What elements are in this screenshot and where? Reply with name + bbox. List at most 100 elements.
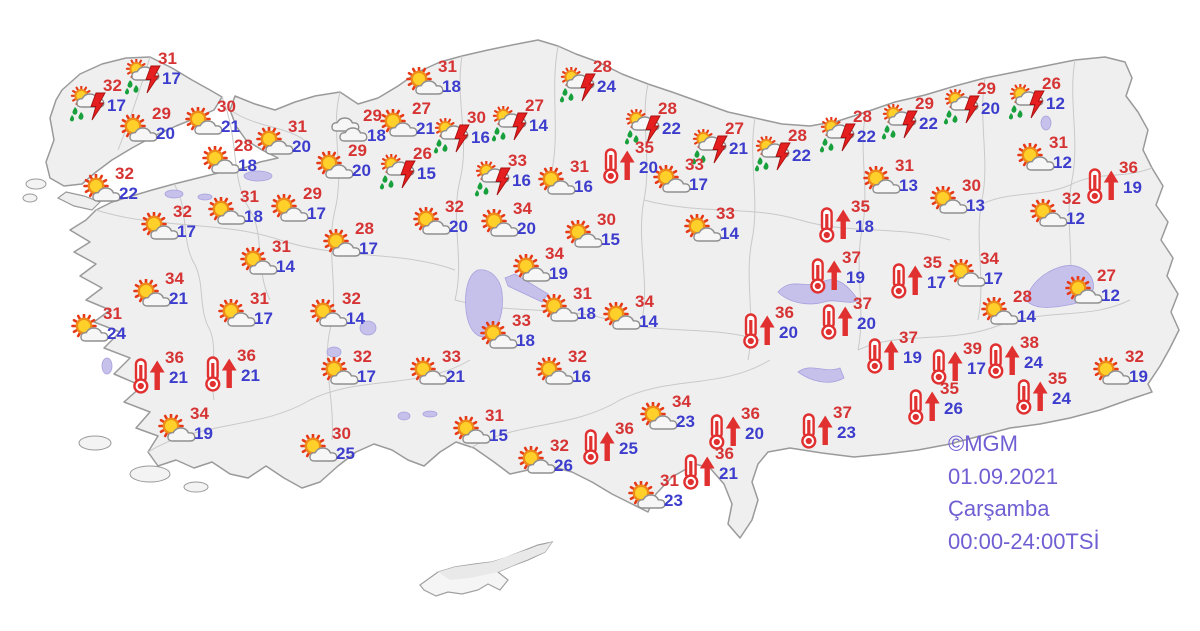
- low-temp: 23: [837, 423, 856, 442]
- weather-station: 39 17: [929, 340, 1009, 393]
- high-temp: 32: [550, 436, 569, 455]
- weather-station: 28 24: [559, 58, 639, 111]
- low-temp: 12: [1066, 209, 1085, 228]
- low-temp: 16: [572, 367, 591, 386]
- low-temp: 17: [177, 222, 196, 241]
- weather-station: 32 22: [81, 165, 161, 218]
- weather-station: 31 18: [206, 188, 286, 241]
- low-temp: 21: [241, 366, 260, 385]
- weather-station: 32 17: [69, 77, 149, 130]
- low-temp: 14: [720, 224, 739, 243]
- low-temp: 22: [919, 114, 938, 133]
- low-temp: 15: [601, 230, 620, 249]
- weather-station: 32 16: [534, 348, 614, 401]
- weather-station: 32 17: [139, 203, 219, 256]
- high-temp: 34: [980, 249, 999, 268]
- high-temp: 29: [152, 104, 171, 123]
- watermark-date: 01.09.2021: [948, 463, 1059, 489]
- high-temp: 38: [1020, 333, 1039, 352]
- low-temp: 20: [745, 424, 764, 443]
- low-temp: 18: [442, 77, 461, 96]
- high-temp: 30: [962, 176, 981, 195]
- high-temp: 33: [508, 151, 527, 170]
- weather-station: 35 20: [601, 139, 681, 192]
- low-temp: 18: [855, 217, 874, 236]
- weather-station: 28 18: [200, 137, 280, 190]
- watermark-day: Çarşamba: [948, 496, 1050, 521]
- low-temp: 15: [489, 426, 508, 445]
- high-temp: 28: [658, 99, 677, 118]
- low-temp: 22: [662, 119, 681, 138]
- low-temp: 17: [967, 359, 986, 378]
- weather-station: 34 20: [479, 200, 559, 253]
- high-temp: 31: [1049, 133, 1068, 152]
- weather-station: 37 23: [799, 404, 879, 457]
- low-temp: 23: [664, 491, 683, 510]
- low-temp: 17: [689, 175, 708, 194]
- weather-station: 31 18: [539, 285, 619, 338]
- high-temp: 33: [512, 311, 531, 330]
- low-temp: 18: [244, 207, 263, 226]
- low-temp: 26: [554, 456, 573, 475]
- weather-station: 32 26: [516, 437, 596, 490]
- high-temp: 29: [977, 79, 996, 98]
- weather-station: 28 17: [321, 220, 401, 273]
- high-temp: 35: [1048, 369, 1067, 388]
- high-temp: 35: [923, 253, 942, 272]
- high-temp: 30: [332, 424, 351, 443]
- low-temp: 21: [416, 119, 435, 138]
- low-temp: 12: [1046, 94, 1065, 113]
- high-temp: 37: [833, 403, 852, 422]
- high-temp: 26: [1042, 74, 1061, 93]
- high-temp: 34: [513, 199, 532, 218]
- weather-station: 30 15: [563, 211, 643, 264]
- high-temp: 32: [568, 347, 587, 366]
- low-temp: 19: [846, 268, 865, 287]
- weather-station: 35 18: [817, 198, 897, 251]
- high-temp: 39: [963, 339, 982, 358]
- weather-station: 32 20: [411, 198, 491, 251]
- low-temp: 17: [357, 367, 376, 386]
- weather-station: 34 23: [638, 393, 718, 446]
- low-temp: 17: [162, 69, 181, 88]
- high-temp: 37: [899, 328, 918, 347]
- high-temp: 32: [445, 197, 464, 216]
- weather-station: 36 20: [741, 304, 821, 357]
- high-temp: 36: [775, 303, 794, 322]
- low-temp: 24: [597, 77, 616, 96]
- low-temp: 14: [639, 312, 658, 331]
- low-temp: 20: [981, 99, 1000, 118]
- low-temp: 17: [927, 273, 946, 292]
- low-temp: 16: [471, 128, 490, 147]
- weather-station: 34 19: [511, 245, 591, 298]
- low-temp: 17: [984, 269, 1003, 288]
- weather-station: 36 21: [681, 445, 761, 498]
- high-temp: 36: [165, 348, 184, 367]
- low-temp: 14: [276, 257, 295, 276]
- high-temp: 31: [103, 304, 122, 323]
- weather-station: 30 13: [928, 177, 1008, 230]
- weather-station: 33 16: [474, 152, 554, 205]
- weather-station: 32 19: [1091, 348, 1171, 401]
- low-temp: 18: [367, 126, 386, 145]
- low-temp: 22: [119, 184, 138, 203]
- weather-station: 36 20: [707, 405, 787, 458]
- mgm-watermark: ©MGM 01.09.2021 Çarşamba 00:00-24:00TSİ: [948, 428, 1100, 558]
- weather-station: 29 17: [269, 185, 349, 238]
- low-temp: 21: [169, 368, 188, 387]
- low-temp: 24: [1052, 389, 1071, 408]
- high-temp: 28: [853, 107, 872, 126]
- weather-station: 34 21: [131, 270, 211, 323]
- weather-station: 31 14: [238, 238, 318, 291]
- watermark-time-range: 00:00-24:00TSİ: [948, 528, 1100, 554]
- weather-station: 31 18: [404, 58, 484, 111]
- high-temp: 32: [353, 347, 372, 366]
- high-temp: 31: [660, 471, 679, 490]
- high-temp: 27: [725, 119, 744, 138]
- high-temp: 34: [190, 404, 209, 423]
- weather-station: 34 17: [946, 250, 1026, 303]
- weather-station: 33 17: [651, 156, 731, 209]
- anatolia-landmass: [69, 39, 1180, 539]
